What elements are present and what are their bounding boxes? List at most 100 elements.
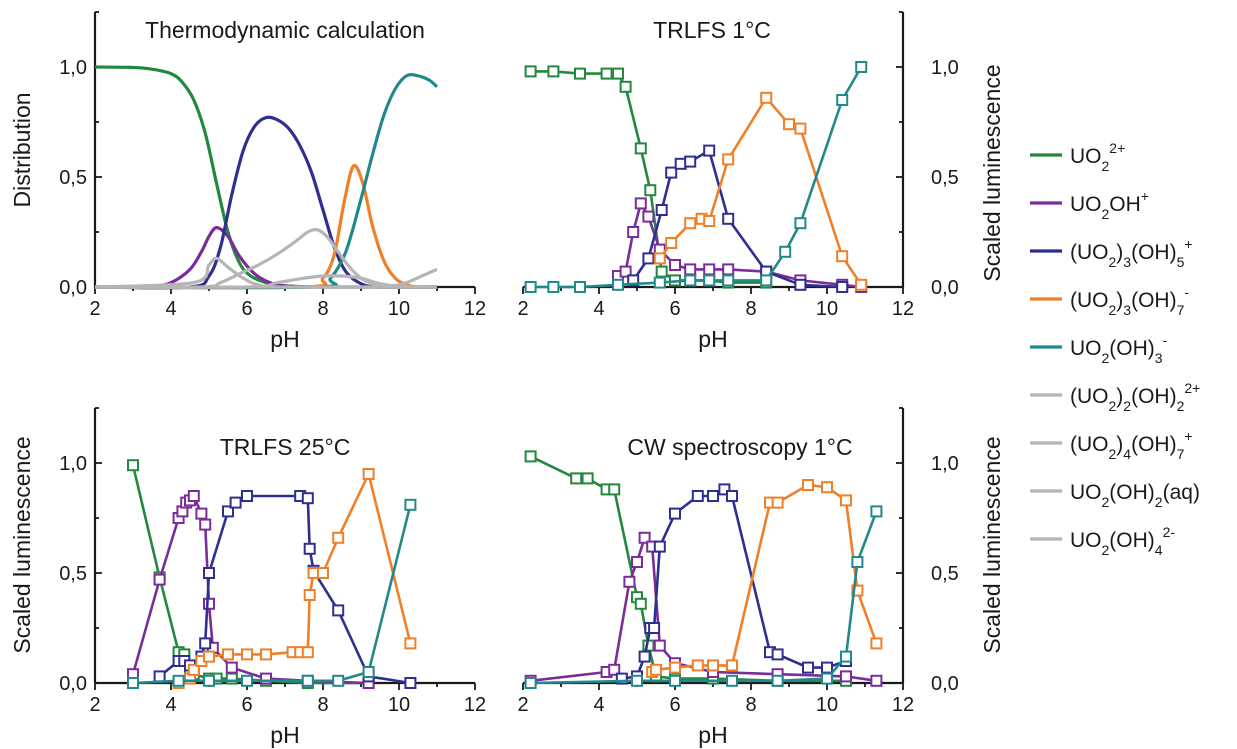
data-point-marker: [547, 281, 560, 293]
data-point-marker: [655, 265, 668, 278]
data-point-marker: [619, 80, 632, 93]
data-point-marker: [802, 479, 814, 491]
data-point-marker: [648, 622, 661, 634]
data-point-marker: [524, 65, 537, 78]
data-point-marker: [570, 472, 583, 485]
data-point-marker: [203, 567, 215, 579]
series-line: [530, 70, 767, 284]
data-point-marker: [821, 672, 833, 685]
data-point-marker: [404, 677, 417, 689]
data-point-marker: [612, 278, 624, 291]
panel-title: TRLFS 25°C: [220, 434, 351, 460]
data-point-marker: [627, 274, 640, 287]
data-point-marker: [794, 217, 807, 230]
data-point-marker: [771, 648, 784, 661]
data-point-marker: [225, 661, 238, 674]
x-tick-label: 8: [317, 298, 328, 320]
data-point-marker: [760, 274, 773, 287]
panel-cw-spectroscopy: CW spectroscopy 1°C 2 4 6 8 10 12 pH 0,0 0,5 1,0 S…: [517, 407, 1005, 748]
data-point-marker: [187, 490, 200, 502]
x-tick-label: 8: [317, 694, 328, 716]
y-axis-label: Scaled luminescence: [9, 436, 35, 653]
y-tick-label: 0,0: [59, 277, 87, 299]
x-axis-label: pH: [698, 722, 727, 748]
data-point-marker: [726, 490, 738, 502]
data-point-marker: [638, 650, 651, 663]
x-tick-label: 6: [669, 298, 680, 320]
data-point-marker: [771, 674, 784, 687]
data-point-marker: [547, 65, 560, 78]
data-point-marker: [524, 677, 537, 689]
x-tick-label: 8: [745, 298, 756, 320]
data-point-marker: [840, 650, 852, 663]
x-tick-label: 2: [89, 694, 100, 716]
data-point-marker: [855, 61, 868, 73]
data-point-marker: [172, 674, 185, 687]
panel-trlfs-1c: TRLFS 1°C 2 4 6 8 10 12 pH 0,0 0,5 1,0 Scaled lumi…: [517, 11, 1005, 352]
data-point-marker: [684, 217, 697, 230]
data-point-marker: [851, 584, 864, 597]
y-tick-label: 1,0: [931, 453, 959, 475]
data-point-marker: [332, 531, 345, 544]
data-point-marker: [127, 677, 139, 689]
data-point-marker: [600, 67, 613, 80]
data-point-marker: [653, 639, 666, 652]
data-point-marker: [229, 496, 242, 509]
x-tick-label: 10: [816, 694, 838, 716]
data-point-marker: [760, 91, 773, 104]
data-point-marker: [655, 204, 668, 216]
data-point-marker: [301, 492, 314, 505]
x-tick-label: 12: [464, 694, 486, 716]
data-point-marker: [691, 659, 704, 672]
data-point-marker: [836, 250, 849, 263]
x-tick-label: 4: [165, 298, 176, 320]
panel-title: CW spectroscopy 1°C: [627, 434, 852, 460]
data-point-marker: [199, 637, 212, 650]
y-tick-label: 0,0: [59, 673, 87, 695]
series-line: [94, 73, 439, 290]
x-tick-label: 8: [745, 694, 756, 716]
data-point-marker: [631, 674, 643, 687]
data-point-marker: [669, 507, 681, 520]
x-tick-label: 6: [241, 694, 252, 716]
data-point-marker: [241, 490, 253, 502]
x-tick-label: 12: [892, 694, 914, 716]
data-point-marker: [127, 459, 139, 472]
data-point-marker: [153, 573, 166, 586]
data-point-marker: [301, 674, 314, 687]
data-point-marker: [301, 646, 314, 659]
data-point-marker: [581, 472, 594, 485]
data-point-marker: [199, 518, 212, 531]
data-point-marker: [684, 155, 697, 168]
data-point-marker: [726, 674, 738, 687]
data-point-marker: [722, 263, 735, 276]
data-point-marker: [836, 281, 849, 293]
y-tick-label: 1,0: [59, 453, 87, 475]
data-point-marker: [619, 265, 632, 278]
series-line: [530, 510, 878, 685]
legend-label: (UO2)3(OH)5+: [1070, 236, 1193, 270]
x-tick-label: 12: [892, 298, 914, 320]
x-tick-label: 4: [593, 694, 604, 716]
data-point-marker: [650, 663, 662, 676]
data-point-marker: [203, 674, 215, 687]
y-tick-label: 0,5: [931, 563, 959, 585]
data-point-marker: [794, 122, 807, 135]
data-point-marker: [317, 567, 329, 579]
y-axis-label: Scaled luminescence: [979, 436, 1005, 653]
data-point-marker: [642, 252, 655, 265]
x-axis-label: pH: [270, 326, 299, 352]
data-point-marker: [684, 274, 697, 287]
data-point-marker: [524, 450, 537, 463]
data-point-marker: [631, 556, 643, 568]
y-axis-label: Distribution: [9, 92, 35, 207]
legend: UO22+ UO2OH+ (UO2)3(OH)5+ (UO2)3(OH)7- UO2(O…: [1030, 140, 1200, 558]
data-point-marker: [779, 245, 792, 258]
data-point-marker: [703, 263, 716, 276]
data-point-marker: [665, 166, 678, 179]
y-tick-label: 1,0: [59, 57, 87, 79]
data-point-marker: [644, 184, 657, 197]
data-point-marker: [634, 597, 647, 610]
data-point-marker: [260, 672, 272, 685]
